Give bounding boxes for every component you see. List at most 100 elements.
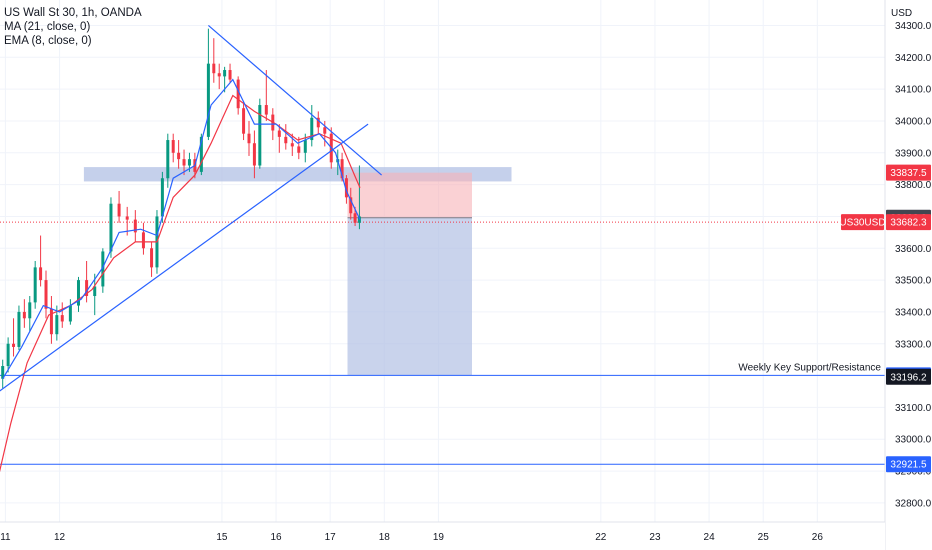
price-tick-label: 33400.0 <box>895 307 932 318</box>
candle-body <box>206 63 210 137</box>
candle-body <box>12 343 16 347</box>
time-tick-label: 24 <box>704 532 716 543</box>
price-tick-label: 33500.0 <box>895 276 932 287</box>
candle-body <box>101 251 105 287</box>
time-tick-label: 22 <box>595 532 607 543</box>
trendline <box>208 25 382 176</box>
indicator-lines <box>0 78 361 473</box>
candle-body <box>93 286 97 297</box>
time-axis[interactable]: 11 12 15 16 17 18 19 22 23 24 25 26 <box>0 521 885 550</box>
candle-body <box>125 216 129 220</box>
candle-body <box>290 143 294 147</box>
price-tick-label: 34300.0 <box>895 21 932 32</box>
price-tick-label: 33600.0 <box>895 244 932 255</box>
candle-body <box>133 219 137 233</box>
time-tick-label: 17 <box>325 532 337 543</box>
chart-grid <box>0 0 885 522</box>
candle-body <box>22 311 26 319</box>
price-tag <box>886 368 931 385</box>
price-tick-label: 33800.0 <box>895 180 932 191</box>
chart-legend: US Wall St 30, 1h, OANDA MA (21, close, … <box>4 6 142 48</box>
price-tags: 33837.533696.033682.333200.533196.232921… <box>839 164 931 473</box>
time-tick-label: 25 <box>758 532 770 543</box>
candle-body <box>236 79 240 109</box>
time-tick-label: 16 <box>270 532 282 543</box>
candle-body <box>187 159 191 166</box>
candle-body <box>17 311 21 347</box>
candle-body <box>323 127 327 134</box>
candle-body <box>284 136 288 144</box>
ma-line <box>2 78 361 380</box>
candle-body <box>340 159 344 179</box>
candle-body <box>85 280 89 297</box>
price-tick-label: 33300.0 <box>895 339 932 350</box>
candle-body <box>49 308 53 335</box>
target-zone <box>347 217 472 376</box>
price-tick-label: 33000.0 <box>895 435 932 446</box>
candle-body <box>264 105 268 115</box>
price-tick-label: 32800.0 <box>895 498 932 509</box>
price-tag <box>886 456 931 473</box>
candle-body <box>6 343 10 367</box>
candle-body <box>182 159 186 166</box>
candle-body <box>33 267 37 303</box>
legend-ema: EMA (8, close, 0) <box>4 35 92 47</box>
price-tag-label: 33196.2 <box>890 372 927 383</box>
candle-body <box>1 366 5 379</box>
time-axis-bg <box>0 522 885 550</box>
price-tag <box>886 214 931 231</box>
candle-body <box>39 267 43 281</box>
candle-body <box>217 73 221 77</box>
candle-body <box>177 152 181 160</box>
candle-body <box>316 117 320 128</box>
candle-body <box>166 140 170 179</box>
time-tick-label: 19 <box>433 532 445 543</box>
candle-body <box>55 315 59 335</box>
price-tag-label: 32921.5 <box>890 460 927 471</box>
candle-body <box>199 136 203 172</box>
candle-body <box>76 280 80 306</box>
candle-body <box>212 63 216 74</box>
price-tick-label: 33900.0 <box>895 148 932 159</box>
hline-label: Weekly Key Support/Resistance <box>738 362 881 373</box>
price-tag-label: 33837.5 <box>890 168 927 179</box>
currency-label: USD <box>891 8 912 19</box>
candle-body <box>277 130 281 137</box>
candle-body <box>344 178 348 198</box>
price-tag <box>886 164 931 181</box>
symbol-tag <box>841 214 884 231</box>
candle-body <box>28 302 32 319</box>
candle-body <box>258 105 262 166</box>
candle-body <box>297 146 301 153</box>
price-tag-label: 33682.3 <box>890 218 927 229</box>
drawing-zones <box>83 167 512 376</box>
candle-body <box>160 178 164 217</box>
time-tick-label: 11 <box>0 532 11 543</box>
candle-body <box>252 143 256 166</box>
legend-ma: MA (21, close, 0) <box>4 21 91 33</box>
candle-body <box>68 305 72 322</box>
candle-body <box>349 197 353 214</box>
trendlines <box>0 25 382 392</box>
candle-body <box>44 280 48 309</box>
candle-body <box>117 203 121 217</box>
price-tick-label: 34100.0 <box>895 85 932 96</box>
price-tick-label: 34000.0 <box>895 116 932 127</box>
price-tick-label: 33100.0 <box>895 403 932 414</box>
candlestick-series <box>1 28 361 389</box>
symbol-tag-label: US30USD <box>839 218 885 229</box>
candle-body <box>109 203 113 252</box>
price-tick-label: 34200.0 <box>895 53 932 64</box>
candle-body <box>247 133 251 144</box>
candle-body <box>223 70 227 77</box>
time-tick-label: 15 <box>216 532 228 543</box>
candle-body <box>171 140 175 153</box>
candle-body <box>228 70 232 80</box>
candle-body <box>310 117 314 141</box>
candle-body <box>303 140 307 153</box>
time-tick-label: 26 <box>812 532 824 543</box>
horizontal-lines: Weekly Key Support/Resistance <box>0 221 885 465</box>
time-tick-label: 12 <box>54 532 66 543</box>
candle-body <box>150 248 154 268</box>
